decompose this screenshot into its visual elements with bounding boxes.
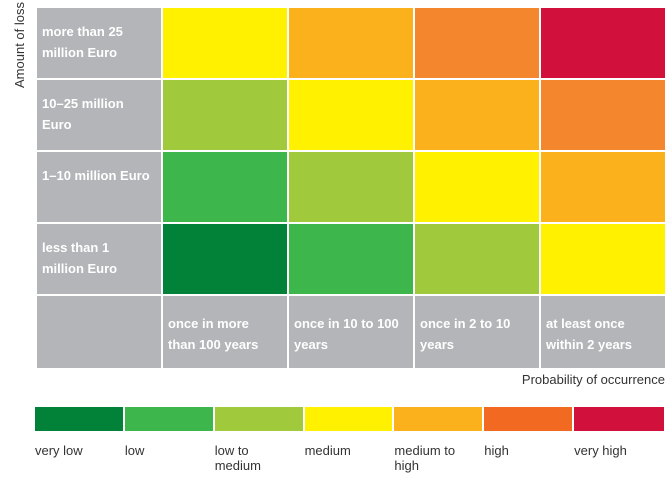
risk-cell (415, 80, 539, 150)
risk-cell (415, 8, 539, 78)
risk-cell (163, 224, 287, 294)
x-axis-label: Probability of occurrence (521, 372, 665, 387)
risk-cell (541, 8, 665, 78)
legend-swatch (484, 407, 575, 431)
legend-swatch (304, 407, 395, 431)
legend-label: very high (574, 443, 627, 458)
row-label: 10–25 million Euro (37, 80, 161, 150)
risk-cell (289, 224, 413, 294)
corner-cell (37, 296, 161, 368)
row-label: more than 25 million Euro (37, 8, 161, 78)
risk-cell (163, 8, 287, 78)
legend-label: medium (304, 443, 351, 458)
legend-swatch (574, 407, 664, 431)
y-axis-label: Amount of loss (12, 2, 27, 88)
risk-matrix: more than 25 million Euro 10–25 million E… (37, 8, 666, 368)
column-label: once in more than 100 years (163, 296, 287, 368)
risk-cell (415, 224, 539, 294)
risk-cell (289, 80, 413, 150)
risk-cell (289, 8, 413, 78)
risk-cell (541, 152, 665, 222)
column-label: once in 2 to 10 years (415, 296, 539, 368)
row-label: 1–10 million Euro (37, 152, 161, 222)
legend-swatch (124, 407, 215, 431)
legend-swatch (35, 407, 125, 431)
legend-swatch (394, 407, 485, 431)
risk-cell (541, 80, 665, 150)
risk-cell (163, 152, 287, 222)
risk-cell (415, 152, 539, 222)
legend-label: low (124, 443, 145, 458)
legend-label: very low (35, 443, 83, 458)
row-label: less than 1 million Euro (37, 224, 161, 294)
legend-label: low to medium (214, 443, 261, 473)
legend-label: high (484, 443, 509, 458)
risk-cell (289, 152, 413, 222)
risk-cell (541, 224, 665, 294)
risk-level-scale (35, 407, 664, 431)
legend-label: medium to high (394, 443, 456, 473)
risk-cell (163, 80, 287, 150)
legend-swatch (214, 407, 305, 431)
column-label: once in 10 to 100 years (289, 296, 413, 368)
column-label: at least once within 2 years (541, 296, 665, 368)
